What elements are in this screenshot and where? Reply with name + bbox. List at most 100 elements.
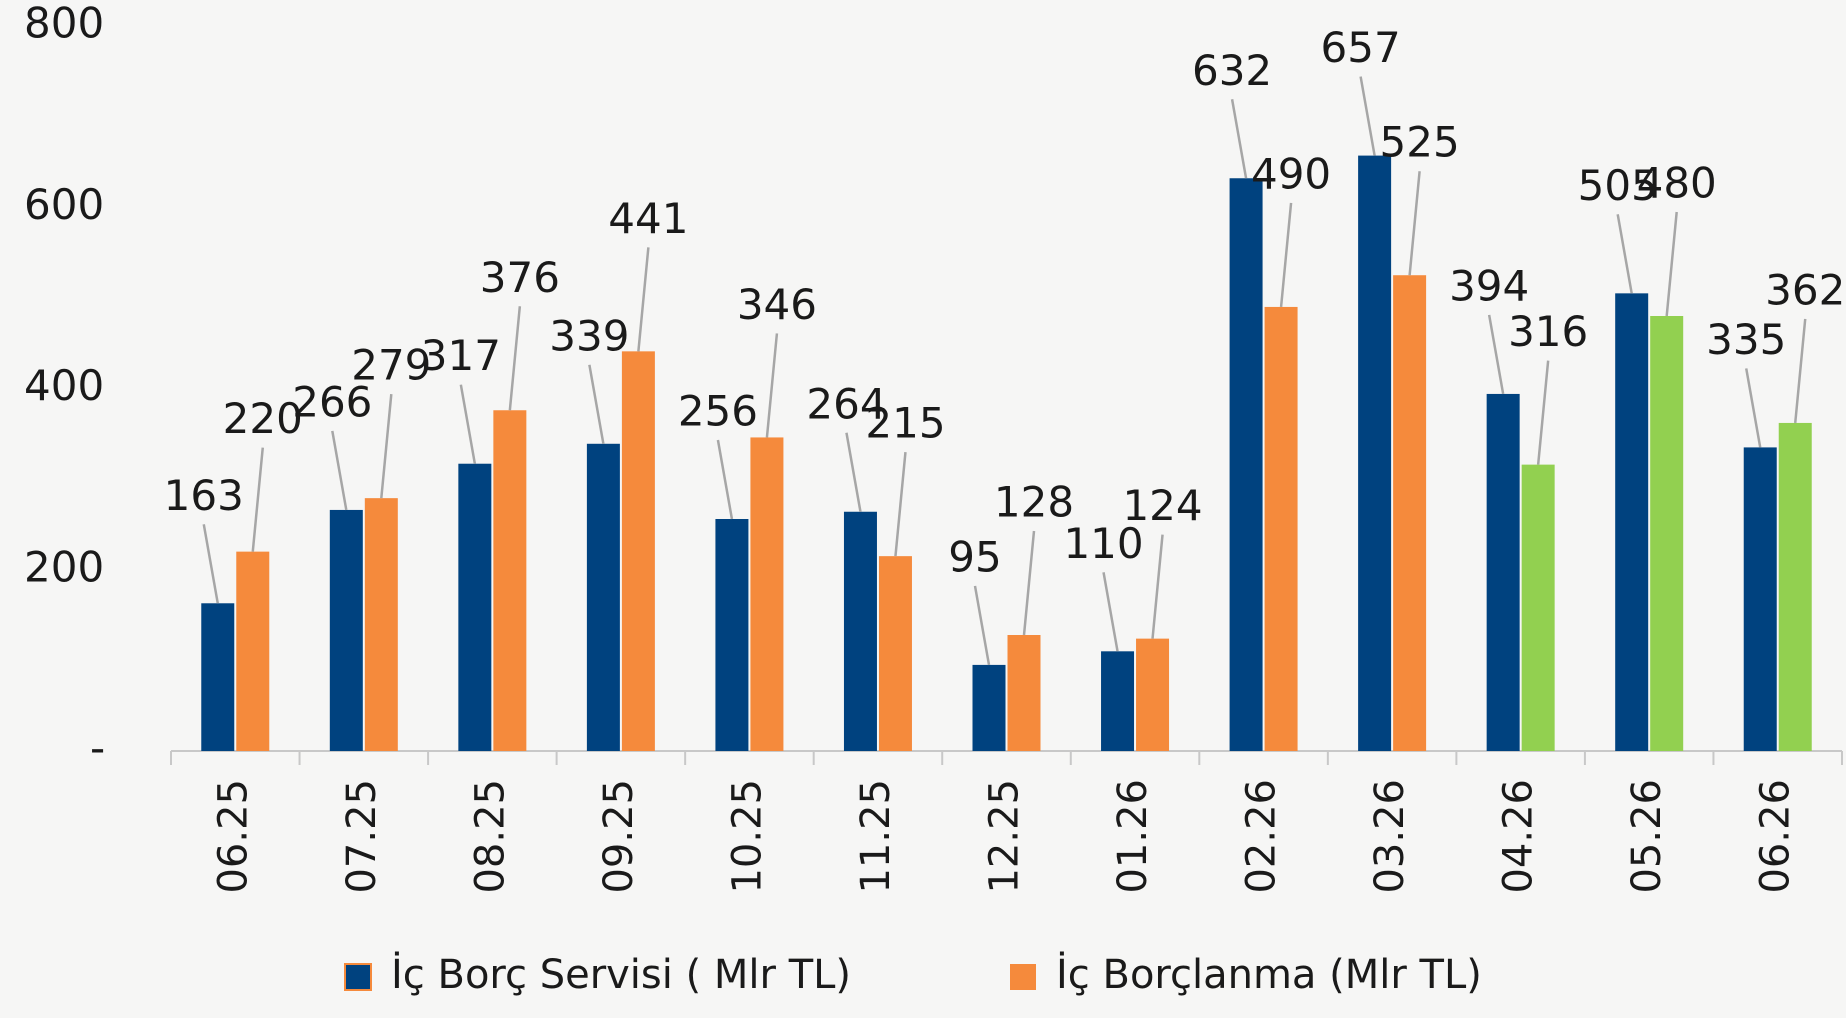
- legend-swatch: [1010, 964, 1036, 990]
- bar: [1393, 275, 1427, 751]
- data-label: 394: [1449, 261, 1529, 310]
- bar: [1007, 635, 1041, 751]
- bar: [329, 509, 363, 751]
- data-label: 657: [1321, 23, 1401, 72]
- bar: [1264, 306, 1298, 751]
- leader-line: [1279, 202, 1293, 308]
- leader-line: [973, 585, 991, 666]
- x-tick-label: 04.26: [1496, 779, 1542, 894]
- data-label: 128: [994, 478, 1074, 527]
- leader-line: [1665, 211, 1678, 317]
- bar: [1136, 638, 1170, 751]
- data-label: 256: [678, 387, 758, 436]
- leader-line: [459, 384, 477, 464]
- data-label: 505: [1578, 161, 1658, 210]
- data-label: 215: [865, 399, 945, 448]
- leader-line: [1230, 99, 1248, 179]
- data-label: 279: [351, 341, 431, 390]
- data-label: 632: [1192, 46, 1272, 95]
- bar: [1650, 316, 1684, 751]
- leader-line: [1487, 314, 1505, 395]
- bar: [972, 664, 1006, 751]
- bar: [236, 551, 270, 751]
- bar: [493, 410, 527, 751]
- data-label: 362: [1765, 265, 1845, 314]
- data-label: 110: [1063, 519, 1143, 568]
- leader-line: [716, 439, 734, 520]
- bar: [621, 351, 655, 751]
- data-label: 316: [1508, 307, 1588, 356]
- bar: [843, 511, 877, 751]
- y-tick-label: -: [90, 724, 105, 773]
- leader-line: [845, 432, 862, 512]
- bar: [1743, 447, 1777, 751]
- x-tick-label: 09.25: [596, 779, 642, 894]
- bar: [1486, 393, 1520, 751]
- leader-line: [1151, 534, 1164, 639]
- leader-line: [588, 364, 605, 444]
- legend-label: İç Borçlanma (Mlr TL): [1056, 950, 1482, 998]
- data-label: 346: [737, 280, 817, 329]
- leader-line: [508, 306, 522, 411]
- data-label: 163: [164, 471, 244, 520]
- data-label: 124: [1122, 481, 1202, 530]
- bar: [364, 498, 398, 751]
- bar: [1101, 651, 1135, 751]
- leader-line: [202, 524, 220, 604]
- data-label: 490: [1251, 149, 1331, 198]
- data-label: 95: [948, 532, 1001, 581]
- bar: [1521, 464, 1555, 751]
- x-tick-label: 03.26: [1367, 779, 1413, 894]
- bar: [715, 519, 749, 751]
- data-label: 220: [223, 394, 303, 443]
- y-tick-label: 200: [24, 542, 104, 591]
- x-tick-label: 05.26: [1624, 779, 1670, 894]
- x-tick-label: 02.26: [1239, 779, 1285, 894]
- x-tick-label: 07.25: [339, 779, 385, 894]
- y-tick-label: 800: [24, 0, 104, 48]
- x-tick-label: 08.25: [467, 779, 513, 894]
- legend-label: İç Borç Servisi ( Mlr TL): [391, 950, 851, 998]
- bar: [1615, 293, 1649, 751]
- bar: [750, 437, 784, 751]
- y-tick-label: 400: [24, 361, 104, 410]
- leader-line: [380, 394, 393, 499]
- leader-line: [637, 247, 650, 352]
- bar: [458, 463, 492, 751]
- data-label: 339: [549, 311, 629, 360]
- data-label: 441: [608, 194, 688, 243]
- x-tick-label: 12.25: [982, 779, 1028, 894]
- leader-line: [765, 333, 779, 438]
- data-label: 480: [1637, 159, 1717, 208]
- leader-line: [251, 447, 265, 552]
- leader-line: [1359, 76, 1376, 156]
- data-label: 266: [292, 377, 372, 426]
- leader-line: [1793, 318, 1807, 424]
- legend-swatch: [344, 963, 372, 991]
- data-label: 264: [806, 379, 886, 428]
- leader-line: [1408, 171, 1421, 276]
- bar: [878, 556, 912, 751]
- data-label: 335: [1706, 315, 1786, 364]
- leader-line: [1102, 572, 1119, 652]
- x-tick-label: 11.25: [853, 779, 899, 894]
- leader-line: [1744, 368, 1762, 448]
- y-tick-label: 600: [24, 180, 104, 229]
- x-tick-label: 10.25: [724, 779, 770, 894]
- bar: [1358, 155, 1392, 751]
- bar: [1229, 178, 1263, 751]
- x-tick-label: 06.25: [210, 779, 256, 894]
- bar: [1778, 422, 1812, 751]
- data-label: 525: [1380, 118, 1460, 167]
- leader-line: [1536, 360, 1550, 465]
- data-label: 376: [480, 253, 560, 302]
- leader-line: [1022, 530, 1036, 636]
- x-tick-label: 01.26: [1110, 779, 1156, 894]
- bar: [586, 443, 620, 751]
- leader-line: [894, 452, 907, 557]
- data-label: 317: [421, 331, 501, 380]
- leader-line: [331, 430, 348, 511]
- x-tick-label: 06.26: [1753, 779, 1799, 894]
